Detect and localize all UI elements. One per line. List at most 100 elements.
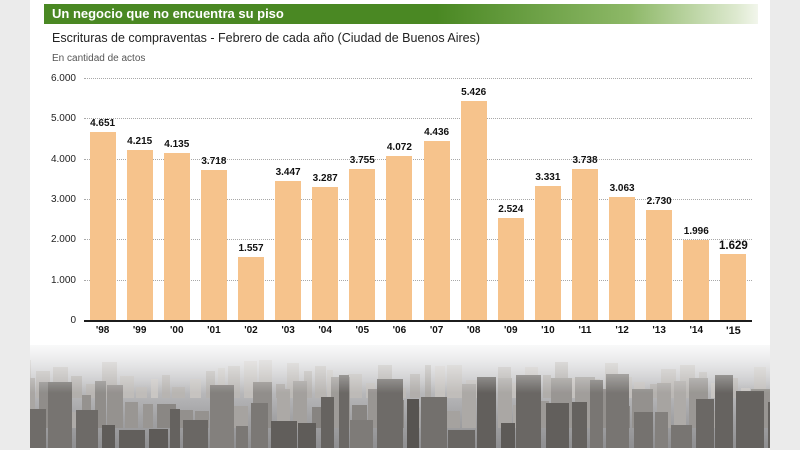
building-shape (298, 423, 316, 448)
building-shape (236, 425, 248, 448)
bar (89, 132, 116, 320)
building-shape (30, 378, 36, 428)
building-shape (94, 380, 106, 428)
bar-value-label: 3.063 (609, 182, 635, 194)
x-tick-label: '05 (355, 325, 370, 336)
x-tick-label: '11 (578, 325, 592, 336)
building-shape (461, 384, 476, 428)
bar-value-label: 4.135 (164, 139, 190, 151)
header-bar: Un negocio que no encuentra su piso (44, 4, 758, 24)
building-shape (75, 410, 98, 448)
building-shape (276, 388, 290, 428)
bar-value-label: 5.426 (461, 87, 487, 99)
y-tick-label: 0 (70, 315, 76, 326)
bar-value-label: 3.331 (535, 171, 561, 183)
building-shape (545, 403, 569, 448)
x-tick-label: '10 (541, 325, 555, 336)
x-tick-label: '04 (318, 325, 332, 336)
building-shape (590, 380, 603, 448)
bar (572, 169, 598, 320)
x-tick-label: '00 (170, 325, 184, 336)
x-tick-label: '15 (725, 325, 741, 337)
bar (386, 155, 413, 320)
x-tick-label: '03 (281, 325, 295, 336)
building-shape (231, 406, 248, 428)
building-shape (149, 428, 169, 448)
x-tick-label: '08 (466, 325, 481, 336)
x-tick-label: '01 (207, 325, 221, 336)
x-tick-label: '98 (95, 325, 110, 336)
building-shape (101, 424, 115, 448)
bar (609, 196, 636, 320)
bar (497, 218, 524, 320)
y-tick-label: 5.000 (50, 113, 76, 125)
bar (534, 185, 561, 320)
bar (312, 187, 339, 320)
building-shape (125, 401, 139, 428)
building-shape (671, 424, 693, 448)
building-shape (654, 412, 669, 448)
gridline (84, 78, 752, 79)
page-title: Un negocio que no encuentra su piso (52, 6, 284, 21)
y-tick-label: 2.000 (50, 234, 76, 246)
content-card: Un negocio que no encuentra su piso Escr… (30, 0, 770, 450)
building-shape (350, 420, 374, 448)
building-shape (633, 411, 654, 448)
building-shape (767, 401, 770, 448)
chart-subtitle: Escrituras de compraventas - Febrero de … (52, 31, 481, 45)
x-tick-label: '99 (132, 325, 147, 336)
bar (720, 254, 747, 320)
bar-value-label: 3.287 (312, 173, 338, 185)
x-tick-label: '14 (689, 325, 704, 336)
bar (200, 170, 227, 320)
bar (683, 239, 710, 320)
bar (460, 101, 487, 320)
haze-overlay (30, 345, 770, 393)
bar-value-label: 4.436 (424, 127, 450, 139)
gridline (84, 118, 752, 120)
building-shape (119, 429, 145, 448)
building-shape (736, 390, 764, 448)
bar (126, 150, 153, 320)
building-shape (696, 399, 714, 448)
x-axis: '98 '99 '00 '01 '02 '03 '04 '05 '06 '07 '08 '09 '10 '… (84, 325, 752, 341)
building-shape (599, 389, 611, 428)
bar (349, 168, 376, 320)
building-shape (421, 397, 447, 448)
building-shape (407, 398, 420, 448)
bar-value-label: 2.730 (646, 195, 672, 207)
building-shape (338, 374, 349, 448)
bar (646, 209, 673, 320)
city-photo (30, 345, 770, 448)
building-shape (250, 403, 268, 448)
y-tick-label: 6.000 (50, 73, 76, 84)
building-shape (169, 408, 181, 448)
bar-value-label: 1.629 (719, 240, 748, 253)
plot-area: 0 1.000 2.000 3.000 4.000 5.000 6.000 4.651 4.21… (51, 73, 752, 326)
bar-value-label: 3.755 (349, 154, 375, 166)
building-shape (715, 375, 733, 448)
x-tick-label: '13 (652, 325, 666, 336)
gridline (84, 199, 752, 200)
building-shape (320, 396, 334, 448)
x-tick-label: '07 (429, 325, 444, 336)
bar-value-label: 2.524 (498, 204, 524, 216)
bar-value-label: 3.718 (201, 156, 227, 167)
x-tick-label: '12 (615, 325, 629, 336)
x-tick-label: '06 (392, 325, 407, 336)
x-tick-label: '09 (504, 325, 518, 336)
building-shape (143, 403, 153, 428)
bar-value-label: 4.072 (386, 141, 412, 153)
building-shape (709, 411, 719, 428)
building-shape (30, 408, 47, 448)
y-tick-label: 3.000 (50, 194, 76, 205)
gridline (84, 279, 752, 281)
bar (238, 257, 264, 320)
x-tick-label: '02 (244, 325, 258, 336)
bar-value-label: 4.215 (127, 136, 153, 147)
building-shape (477, 377, 497, 448)
bar (163, 153, 190, 320)
bar-value-label: 1.996 (683, 225, 709, 237)
building-shape (210, 385, 234, 448)
bar-value-label: 4.651 (90, 118, 116, 130)
